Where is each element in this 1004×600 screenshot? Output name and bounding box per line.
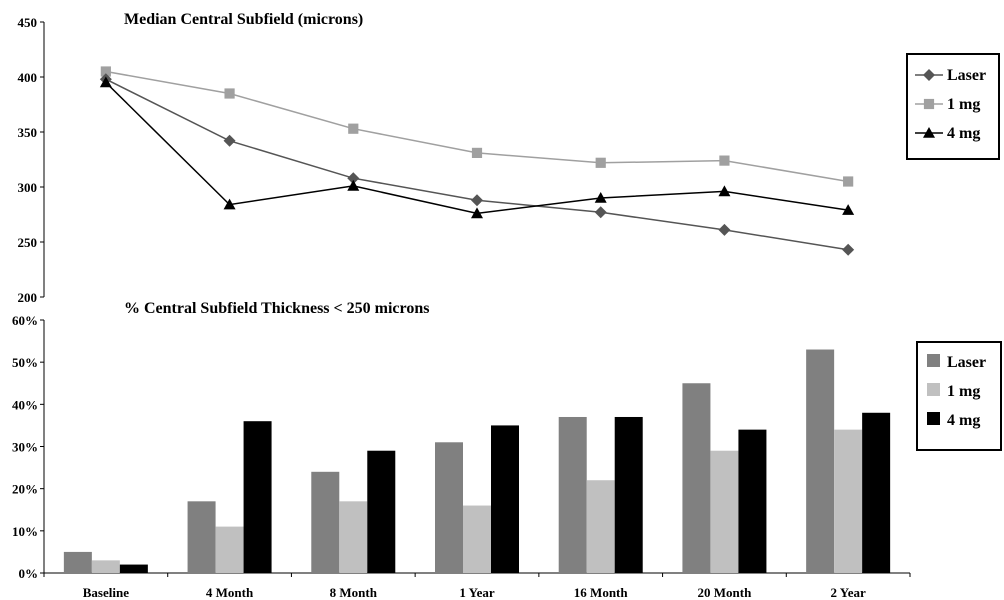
bar-legend-swatch xyxy=(927,354,940,367)
line-legend-label: 4 mg xyxy=(947,125,980,142)
bar xyxy=(710,450,739,573)
line-point xyxy=(842,204,855,215)
bar xyxy=(187,501,216,573)
bar-chart-legend: Laser 1 mg 4 mg xyxy=(916,341,1002,451)
line-point xyxy=(843,176,854,187)
bar xyxy=(738,429,767,573)
line-chart-series xyxy=(99,66,855,256)
bar xyxy=(586,480,615,573)
line-point xyxy=(594,206,607,219)
line-series-triangle xyxy=(99,76,855,219)
line-chart-axes: 200 250 300 350 400 450 xyxy=(18,15,45,305)
line-point xyxy=(471,207,483,219)
bar xyxy=(558,416,587,573)
line-series-diamond xyxy=(99,73,855,256)
bar xyxy=(435,442,463,573)
bar-legend-swatch xyxy=(927,412,940,425)
bar-series-2 xyxy=(119,412,891,573)
line-point xyxy=(842,243,855,256)
bar-chart-y-tick-label: 60% xyxy=(12,313,38,328)
bar-legend-label: Laser xyxy=(947,354,986,371)
line-series-path xyxy=(105,70,849,183)
bar-chart-y-tick-label: 30% xyxy=(12,440,38,455)
line-point xyxy=(718,223,731,236)
line-chart: Median Central Subfield (microns) 200 250… xyxy=(18,11,1000,305)
line-point xyxy=(347,172,360,185)
x-category-label: 4 Month xyxy=(206,585,254,600)
bar xyxy=(339,501,368,573)
line-legend-box xyxy=(906,53,1000,160)
bar xyxy=(834,429,863,573)
line-chart-y-tick-label: 250 xyxy=(18,235,38,250)
bar-legend-swatch xyxy=(927,383,940,396)
line-chart-y-tick-label: 400 xyxy=(18,70,38,85)
bar-legend-label: 4 mg xyxy=(947,412,980,429)
bar-chart-y-tick-label: 20% xyxy=(12,482,38,497)
line-point xyxy=(100,66,111,77)
bar xyxy=(806,349,835,573)
line-series-square xyxy=(100,66,854,187)
line-chart-y-tick-label: 300 xyxy=(18,180,38,195)
x-category-label: 20 Month xyxy=(698,585,753,600)
line-point xyxy=(594,192,607,203)
line-point xyxy=(99,76,112,88)
line-series-path xyxy=(105,78,849,251)
bar xyxy=(682,383,711,573)
bar-legend-label: 1 mg xyxy=(947,383,980,400)
line-point xyxy=(718,185,731,197)
bar-chart-y-tick-label: 0% xyxy=(19,566,39,581)
line-point xyxy=(223,134,236,147)
bar-chart-y-tick-label: 40% xyxy=(12,397,38,412)
line-point xyxy=(471,147,483,158)
bar xyxy=(614,416,643,573)
bar-chart-y-tick-label: 50% xyxy=(12,355,38,370)
bar-chart: % Central Subfield Thickness < 250 micro… xyxy=(12,300,1002,600)
bar-chart-y-tick-label: 10% xyxy=(12,524,38,539)
x-category-label: 8 Month xyxy=(330,585,378,600)
line-point xyxy=(347,179,360,191)
x-category-label: 2 Year xyxy=(831,585,866,600)
bar xyxy=(491,425,519,573)
x-category-label: 1 Year xyxy=(459,585,494,600)
line-legend-marker xyxy=(923,69,935,81)
line-chart-y-tick-label: 200 xyxy=(18,290,38,305)
bar xyxy=(463,505,491,573)
bar-chart-title: % Central Subfield Thickness < 250 micro… xyxy=(124,300,429,317)
bar xyxy=(311,471,340,573)
bar xyxy=(862,412,891,573)
line-chart-y-tick-label: 350 xyxy=(18,125,38,140)
line-point xyxy=(595,157,606,168)
bar xyxy=(63,551,92,573)
bar xyxy=(243,421,272,573)
line-chart-title: Median Central Subfield (microns) xyxy=(124,11,363,28)
line-legend-label: 1 mg xyxy=(947,96,980,113)
line-chart-y-tick-label: 450 xyxy=(18,15,38,30)
bar-series-1 xyxy=(91,429,863,573)
line-point xyxy=(223,198,236,210)
bar-chart-categories: Baseline 4 Month 8 Month 1 Year 16 Month 20 M… xyxy=(83,585,866,600)
line-legend-label: Laser xyxy=(947,67,986,84)
bar xyxy=(91,560,120,573)
line-point xyxy=(471,194,483,207)
line-chart-legend: Laser 1 mg 4 mg xyxy=(906,53,1000,160)
x-category-label: Baseline xyxy=(83,585,129,600)
bar-series-0 xyxy=(63,349,835,573)
bar xyxy=(367,450,396,573)
line-point xyxy=(719,155,730,166)
bar xyxy=(215,526,244,573)
line-point xyxy=(224,88,235,99)
line-legend-marker xyxy=(923,127,935,138)
bar-chart-series xyxy=(63,349,891,573)
bar xyxy=(119,564,148,573)
line-point xyxy=(348,123,359,134)
x-category-label: 16 Month xyxy=(574,585,629,600)
line-legend-marker xyxy=(923,98,935,110)
